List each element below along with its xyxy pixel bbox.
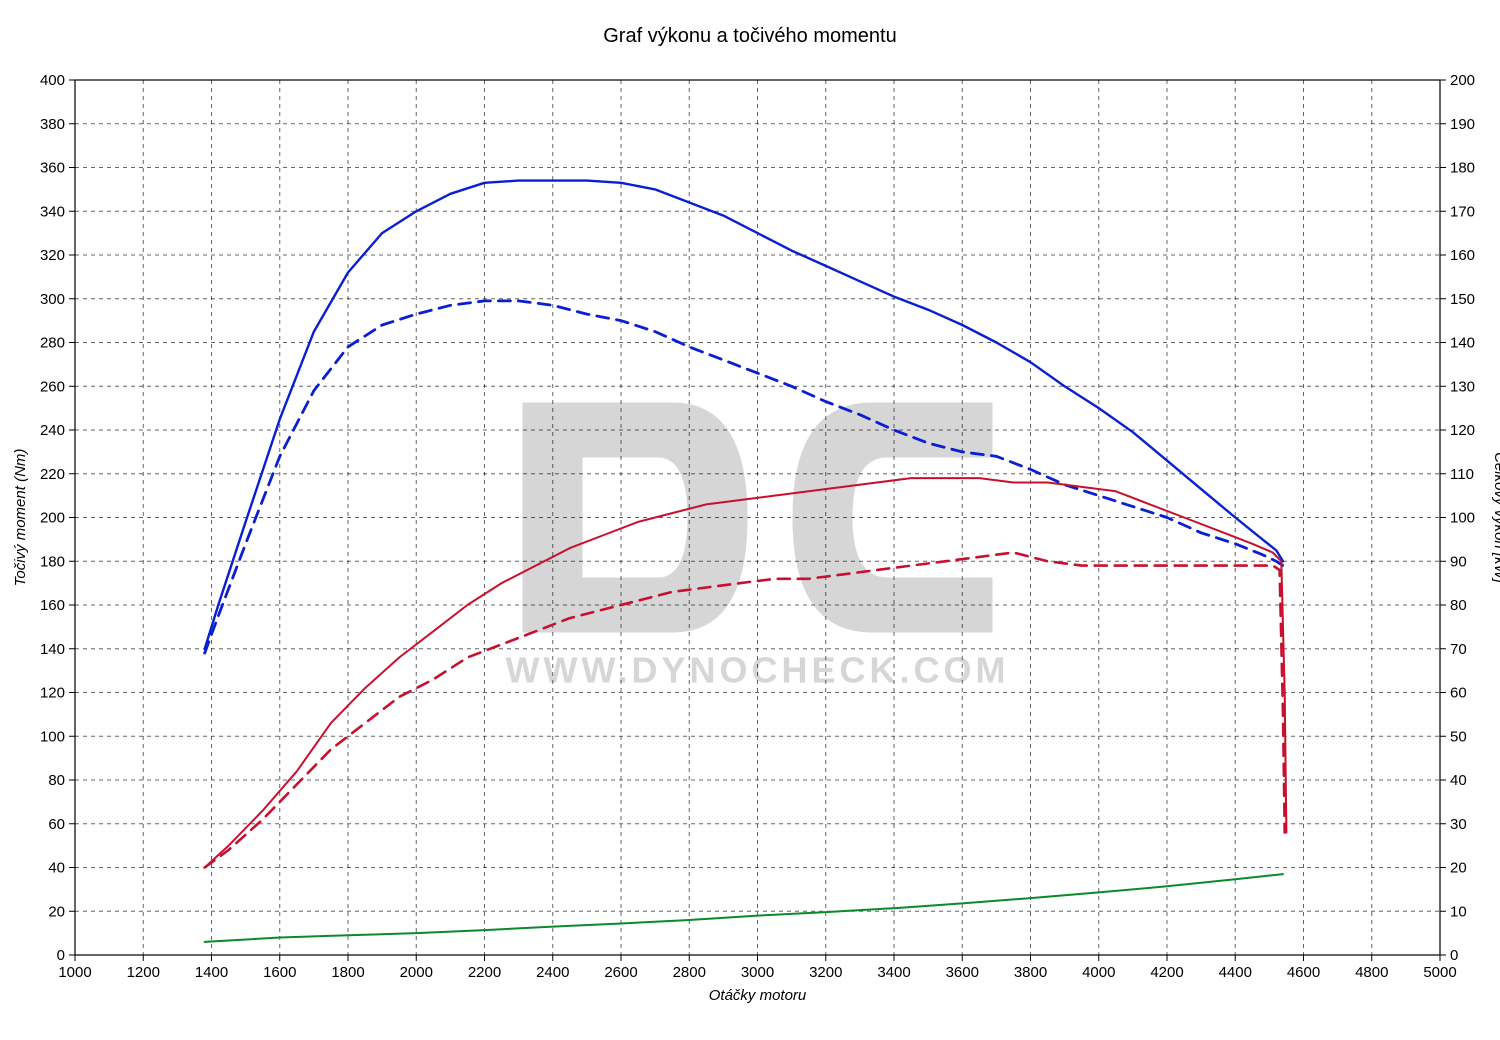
svg-text:3800: 3800 [1014,964,1047,981]
svg-text:40: 40 [48,860,65,877]
x-axis-label: Otáčky motoru [709,987,807,1004]
svg-text:1400: 1400 [195,964,228,981]
svg-text:5000: 5000 [1423,964,1456,981]
svg-text:180: 180 [1450,160,1475,177]
svg-text:360: 360 [40,160,65,177]
svg-text:380: 380 [40,116,65,133]
svg-text:100: 100 [1450,510,1475,527]
chart-container: Graf výkonu a točivého momentu WWW.DYNOC… [0,0,1500,1040]
svg-text:40: 40 [1450,772,1467,789]
svg-text:1600: 1600 [263,964,296,981]
svg-text:200: 200 [1450,72,1475,89]
svg-text:3000: 3000 [741,964,774,981]
y-axis-left-label: Točivý moment (Nm) [12,449,29,587]
svg-text:4800: 4800 [1355,964,1388,981]
svg-text:4200: 4200 [1150,964,1183,981]
svg-text:160: 160 [40,597,65,614]
svg-text:120: 120 [1450,422,1475,439]
svg-text:2800: 2800 [673,964,706,981]
svg-text:220: 220 [40,466,65,483]
svg-text:60: 60 [1450,685,1467,702]
series-power_stock [205,553,1285,868]
y-axis-right-label: Celkový výkon [kW] [1491,452,1500,584]
svg-text:70: 70 [1450,641,1467,658]
svg-text:0: 0 [1450,947,1458,964]
svg-text:400: 400 [40,72,65,89]
svg-text:1200: 1200 [127,964,160,981]
svg-text:300: 300 [40,291,65,308]
series-power_loss [205,874,1283,942]
svg-text:2200: 2200 [468,964,501,981]
svg-text:20: 20 [48,903,65,920]
svg-text:100: 100 [40,728,65,745]
svg-text:3200: 3200 [809,964,842,981]
svg-text:4600: 4600 [1287,964,1320,981]
svg-text:2000: 2000 [400,964,433,981]
svg-text:4400: 4400 [1219,964,1252,981]
svg-text:140: 140 [40,641,65,658]
svg-text:30: 30 [1450,816,1467,833]
svg-text:190: 190 [1450,116,1475,133]
svg-text:2600: 2600 [604,964,637,981]
svg-text:200: 200 [40,510,65,527]
svg-text:20: 20 [1450,860,1467,877]
svg-text:160: 160 [1450,247,1475,264]
svg-text:1800: 1800 [331,964,364,981]
svg-text:80: 80 [1450,597,1467,614]
svg-text:10: 10 [1450,903,1467,920]
svg-text:240: 240 [40,422,65,439]
svg-text:110: 110 [1450,466,1474,483]
svg-text:60: 60 [48,816,65,833]
svg-text:140: 140 [1450,335,1475,352]
svg-text:50: 50 [1450,728,1467,745]
svg-text:120: 120 [40,685,65,702]
svg-text:130: 130 [1450,378,1475,395]
svg-text:1000: 1000 [58,964,91,981]
svg-text:2400: 2400 [536,964,569,981]
svg-text:WWW.DYNOCHECK.COM: WWW.DYNOCHECK.COM [506,650,1010,691]
svg-text:80: 80 [48,772,65,789]
svg-text:3400: 3400 [877,964,910,981]
svg-text:3600: 3600 [946,964,979,981]
svg-text:0: 0 [57,947,65,964]
svg-text:150: 150 [1450,291,1475,308]
series-torque_tuned [205,181,1283,649]
chart-svg: WWW.DYNOCHECK.COM10001200140016001800200… [0,0,1500,1040]
svg-text:320: 320 [40,247,65,264]
svg-text:4000: 4000 [1082,964,1115,981]
svg-text:180: 180 [40,553,65,570]
svg-text:90: 90 [1450,553,1467,570]
svg-text:340: 340 [40,203,65,220]
svg-text:260: 260 [40,378,65,395]
svg-text:170: 170 [1450,203,1475,220]
svg-text:280: 280 [40,335,65,352]
